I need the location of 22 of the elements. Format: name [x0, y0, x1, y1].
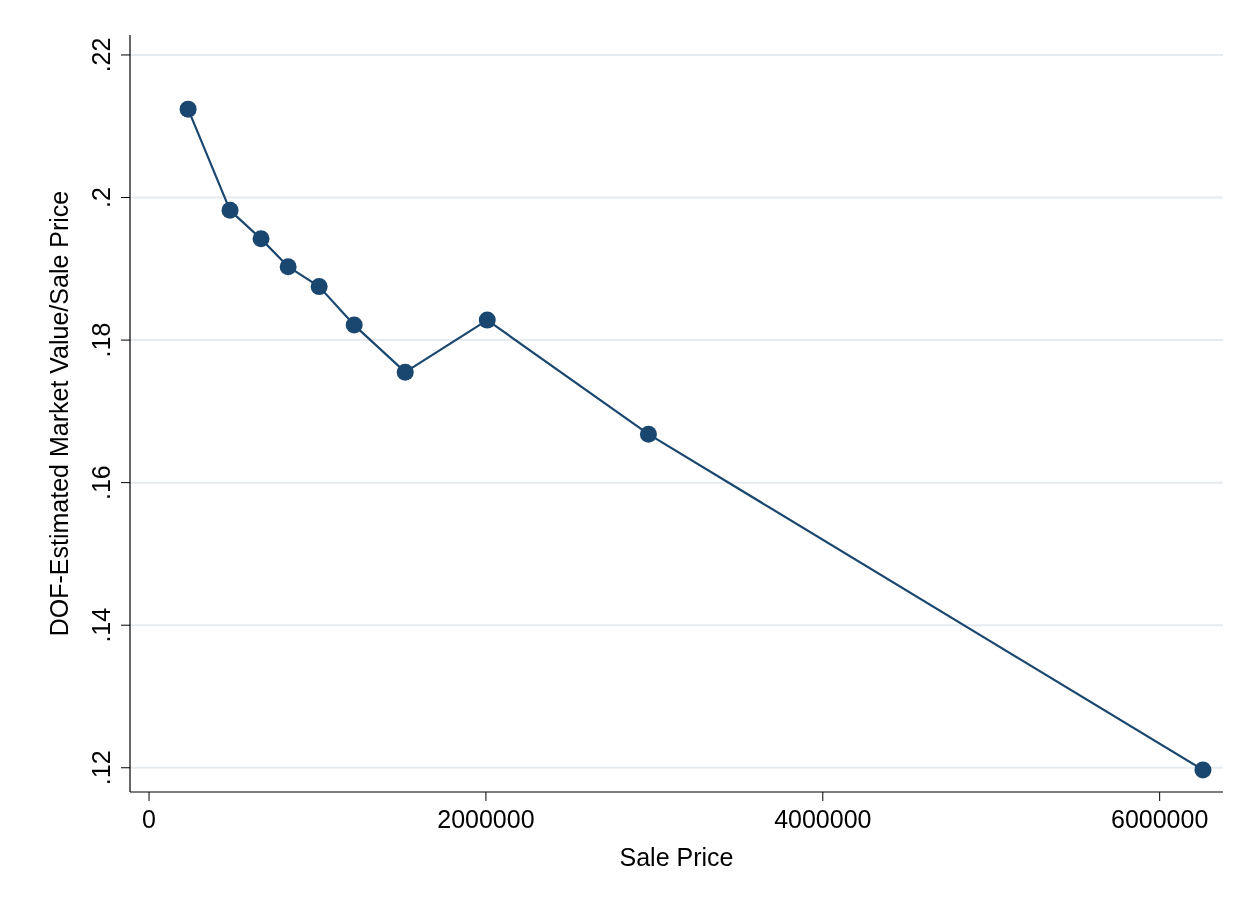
x-tick-label: 4000000 — [774, 805, 872, 833]
point — [639, 425, 657, 443]
x-tick-label: 2000000 — [437, 805, 535, 833]
y-tick-label: .18 — [87, 322, 115, 358]
point — [478, 311, 496, 329]
y-tick-label: .12 — [87, 750, 115, 786]
point — [1194, 761, 1212, 779]
x-tick-label: 0 — [142, 805, 156, 833]
point — [396, 363, 414, 381]
point — [221, 201, 239, 219]
x-axis-title: Sale Price — [619, 843, 734, 871]
point — [310, 278, 328, 296]
point — [279, 258, 297, 276]
y-tick-label: .14 — [87, 607, 115, 643]
y-axis-title: DOF-Estimated Market Value/Sale Price — [45, 190, 73, 637]
point — [179, 100, 197, 118]
y-tick-label: .16 — [87, 465, 115, 501]
point — [252, 230, 270, 248]
y-tick-label: .22 — [87, 37, 115, 73]
y-tick-label: .2 — [87, 187, 115, 208]
point — [345, 316, 363, 334]
x-tick-label: 6000000 — [1111, 805, 1209, 833]
